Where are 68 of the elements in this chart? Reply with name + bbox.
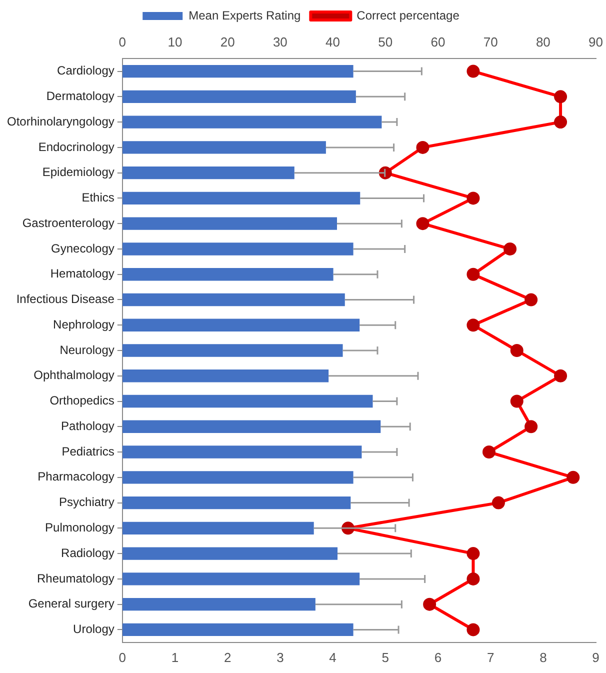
bar	[122, 64, 354, 78]
x2-tick-label: 60	[430, 34, 446, 50]
bar	[122, 90, 356, 104]
y-tick-label: Pulmonology	[45, 520, 114, 534]
x2-tick-label: 70	[483, 34, 498, 50]
x2-tick-label: 80	[536, 34, 550, 50]
bar	[122, 318, 360, 332]
x-tick-label: 5	[382, 650, 389, 665]
x2-tick-label: 0	[118, 34, 126, 50]
x2-tick-label: 90	[588, 34, 604, 50]
bar	[122, 268, 334, 281]
bar	[122, 522, 314, 535]
x-tick-label: 9	[592, 650, 600, 665]
bar	[122, 471, 354, 484]
bar	[122, 141, 326, 154]
y-tick-label: Orthopedics	[50, 394, 114, 408]
bar	[122, 217, 337, 230]
bar	[122, 394, 373, 408]
x-tick-label: 2	[224, 650, 232, 665]
y-tick-label: Rheumatology	[37, 571, 114, 586]
bar	[122, 547, 338, 560]
y-tick-label: Endocrinology	[38, 140, 114, 154]
legend-label: Mean Experts Rating	[188, 8, 301, 22]
x-tick-label: 3	[276, 650, 284, 665]
x-tick-label: 8	[540, 650, 547, 665]
bar	[122, 166, 294, 180]
y-tick-label: Dermatology	[46, 88, 114, 103]
x2-tick-label: 30	[272, 34, 288, 50]
y-tick-label: Neurology	[60, 342, 114, 357]
bar	[122, 420, 381, 433]
y-tick-label: Urology	[73, 622, 114, 636]
x2-tick-label: 10	[168, 34, 182, 50]
bar	[122, 598, 316, 611]
x-tick-label: 1	[171, 650, 179, 665]
y-tick-label: Gynecology	[51, 241, 114, 256]
y-tick-label: Gastroenterology	[22, 216, 114, 230]
y-tick-label: Hematology	[50, 266, 114, 281]
y-tick-label: Otorhinolaryngology	[6, 114, 114, 128]
y-tick-label: Pharmacology	[38, 470, 114, 484]
x-tick-label: 0	[118, 650, 126, 665]
bar	[122, 192, 360, 205]
bar	[122, 242, 354, 256]
y-tick-label: Cardiology	[57, 64, 114, 78]
y-tick-label: Radiology	[61, 546, 114, 560]
y-tick-label: General surgery	[28, 596, 114, 611]
y-tick-label: Epidemiology	[42, 165, 114, 180]
x-tick-label: 4	[329, 650, 336, 665]
y-tick-label: Ethics	[82, 190, 114, 205]
y-tick-label: Pathology	[61, 418, 114, 433]
y-tick-label: Ophthalmology	[34, 368, 114, 382]
y-tick-label: Pediatrics	[62, 444, 114, 458]
bar	[122, 116, 382, 128]
bar	[122, 496, 351, 510]
x-tick-label: 7	[486, 650, 494, 665]
bar	[122, 370, 329, 382]
bar	[122, 293, 345, 306]
bar	[122, 446, 362, 458]
bar	[122, 623, 354, 636]
y-tick-label: Infectious Disease	[16, 292, 115, 306]
legend-label: Correct percentage	[356, 8, 460, 22]
y-tick-label: Psychiatry	[59, 495, 114, 510]
y-tick-label: Nephrology	[53, 317, 114, 332]
x2-tick-label: 20	[220, 34, 235, 50]
bar	[122, 344, 343, 357]
x2-tick-label: 50	[378, 34, 393, 50]
bar	[122, 572, 360, 586]
x2-tick-label: 40	[326, 34, 340, 50]
x-tick-label: 6	[434, 650, 442, 665]
